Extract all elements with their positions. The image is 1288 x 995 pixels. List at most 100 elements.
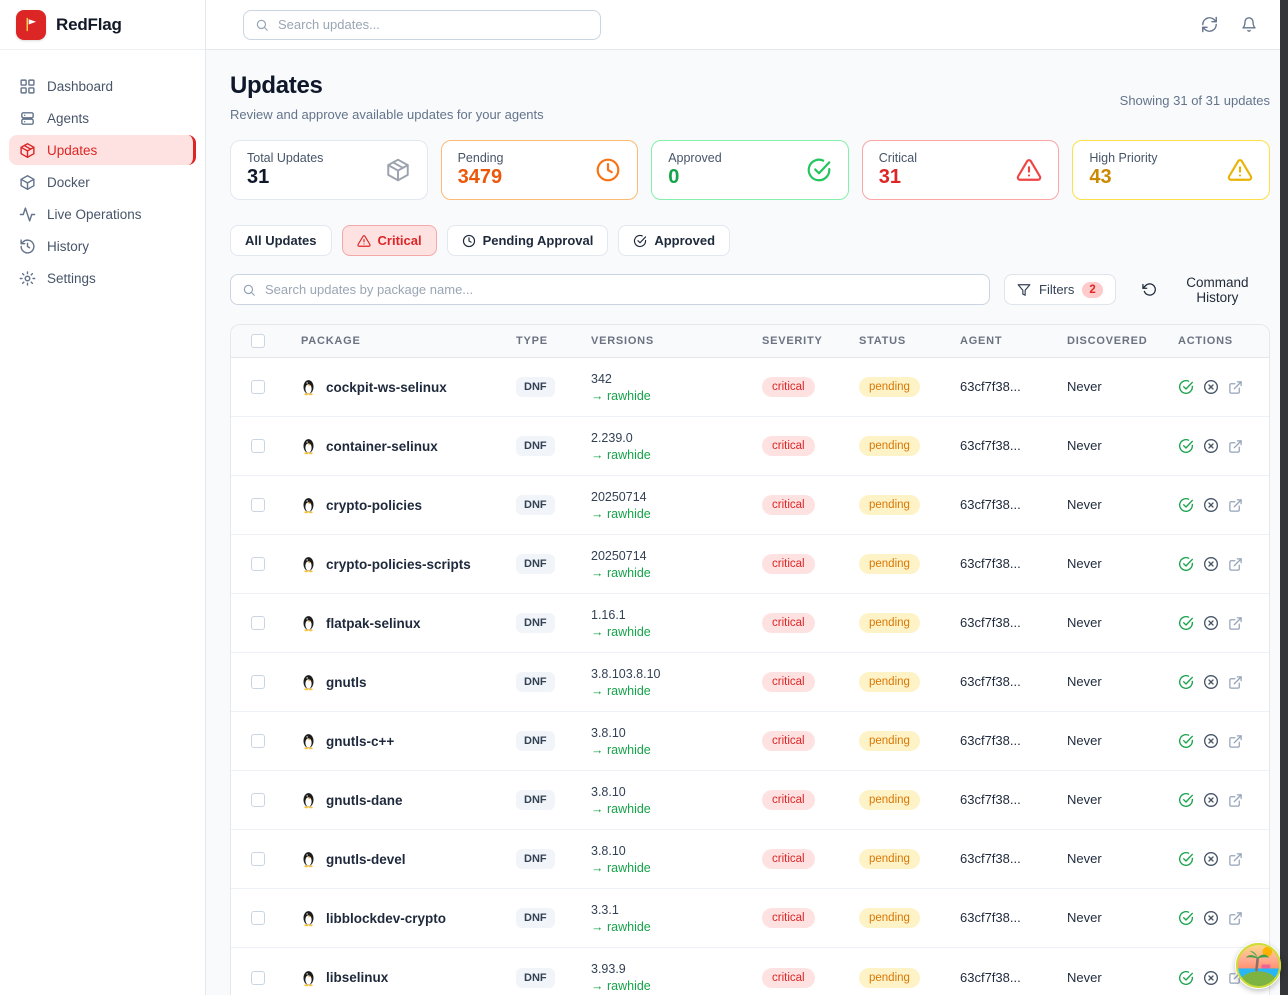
reject-button[interactable] bbox=[1203, 674, 1219, 690]
stat-card-total-updates: Total Updates 31 bbox=[230, 140, 428, 200]
package-search[interactable] bbox=[230, 274, 990, 305]
status-badge: pending bbox=[859, 731, 920, 751]
open-details-button[interactable] bbox=[1228, 852, 1243, 867]
version-target: → rawhide bbox=[591, 801, 651, 816]
command-history-label: Command History bbox=[1186, 274, 1249, 305]
row-checkbox[interactable] bbox=[251, 675, 265, 689]
sidebar-item-label: Dashboard bbox=[47, 78, 114, 94]
package-name: container-selinux bbox=[326, 438, 438, 454]
reject-button[interactable] bbox=[1203, 556, 1219, 572]
open-details-button[interactable] bbox=[1228, 380, 1243, 395]
open-details-button[interactable] bbox=[1228, 911, 1243, 926]
severity-badge: critical bbox=[762, 554, 815, 574]
approve-button[interactable] bbox=[1178, 910, 1194, 926]
open-details-button[interactable] bbox=[1228, 616, 1243, 631]
sidebar-item-docker[interactable]: Docker bbox=[9, 167, 196, 197]
type-badge: DNF bbox=[516, 377, 555, 397]
sidebar-item-agents[interactable]: Agents bbox=[9, 103, 196, 133]
approve-button[interactable] bbox=[1178, 851, 1194, 867]
type-badge: DNF bbox=[516, 436, 555, 456]
open-details-button[interactable] bbox=[1228, 793, 1243, 808]
version-current: 3.3.1 bbox=[591, 902, 619, 917]
open-details-button[interactable] bbox=[1228, 498, 1243, 513]
open-details-button[interactable] bbox=[1228, 557, 1243, 572]
tab-critical[interactable]: Critical bbox=[341, 225, 437, 256]
approve-button[interactable] bbox=[1178, 556, 1194, 572]
approve-button[interactable] bbox=[1178, 438, 1194, 454]
approve-button[interactable] bbox=[1178, 792, 1194, 808]
scrollbar[interactable] bbox=[1280, 0, 1288, 995]
clock-icon bbox=[595, 157, 621, 183]
stat-value: 31 bbox=[247, 166, 270, 188]
tab-label: Pending Approval bbox=[482, 233, 594, 248]
reject-button[interactable] bbox=[1203, 851, 1219, 867]
approve-button[interactable] bbox=[1178, 615, 1194, 631]
reject-button[interactable] bbox=[1203, 379, 1219, 395]
filters-button[interactable]: Filters 2 bbox=[1004, 274, 1116, 305]
notifications-button[interactable] bbox=[1241, 16, 1257, 33]
row-checkbox[interactable] bbox=[251, 911, 265, 925]
discovered-value: Never bbox=[1067, 674, 1102, 689]
sidebar-item-updates[interactable]: Updates bbox=[9, 135, 196, 165]
command-history-button[interactable]: Command History bbox=[1142, 275, 1270, 305]
row-checkbox[interactable] bbox=[251, 498, 265, 512]
package-search-input[interactable] bbox=[265, 282, 978, 297]
discovered-value: Never bbox=[1067, 615, 1102, 630]
row-checkbox[interactable] bbox=[251, 970, 265, 985]
reject-button[interactable] bbox=[1203, 910, 1219, 926]
col-versions: VERSIONS bbox=[591, 335, 655, 347]
sidebar-item-dashboard[interactable]: Dashboard bbox=[9, 71, 196, 101]
col-agent: AGENT bbox=[960, 335, 1003, 347]
reject-button[interactable] bbox=[1203, 497, 1219, 513]
penguin-icon bbox=[301, 969, 316, 987]
select-all-checkbox[interactable] bbox=[251, 334, 265, 348]
tab-all-updates[interactable]: All Updates bbox=[230, 225, 332, 256]
sidebar: RedFlag Dashboard Agents Updates Docker … bbox=[0, 0, 206, 995]
open-details-button[interactable] bbox=[1228, 734, 1243, 749]
severity-badge: critical bbox=[762, 967, 815, 988]
reject-button[interactable] bbox=[1203, 615, 1219, 631]
table-row: container-selinux DNF 2.239.0 → rawhide … bbox=[231, 417, 1269, 476]
reject-button[interactable] bbox=[1203, 438, 1219, 454]
version-current: 342 bbox=[591, 371, 612, 386]
row-checkbox[interactable] bbox=[251, 380, 265, 394]
sidebar-item-settings[interactable]: Settings bbox=[9, 263, 196, 293]
approve-button[interactable] bbox=[1178, 379, 1194, 395]
approve-button[interactable] bbox=[1178, 733, 1194, 749]
row-checkbox[interactable] bbox=[251, 439, 265, 453]
row-checkbox[interactable] bbox=[251, 852, 265, 866]
version-current: 3.93.9 bbox=[591, 962, 626, 976]
reject-x-circle-icon bbox=[1203, 970, 1219, 986]
row-checkbox[interactable] bbox=[251, 557, 265, 571]
open-details-button[interactable] bbox=[1228, 675, 1243, 690]
stat-value: 0 bbox=[668, 166, 680, 188]
tab-pending-approval[interactable]: Pending Approval bbox=[446, 225, 609, 256]
approve-check-circle-icon bbox=[1178, 497, 1194, 513]
penguin-icon bbox=[301, 378, 316, 396]
reject-button[interactable] bbox=[1203, 733, 1219, 749]
version-target: → rawhide bbox=[591, 979, 651, 993]
approve-button[interactable] bbox=[1178, 674, 1194, 690]
sidebar-item-live-operations[interactable]: Live Operations bbox=[9, 199, 196, 229]
reject-button[interactable] bbox=[1203, 792, 1219, 808]
tab-approved[interactable]: Approved bbox=[618, 225, 731, 256]
external-link-icon bbox=[1228, 793, 1243, 808]
approve-button[interactable] bbox=[1178, 497, 1194, 513]
reject-button[interactable] bbox=[1203, 970, 1219, 986]
version-current: 20250714 bbox=[591, 548, 647, 563]
refresh-button[interactable] bbox=[1201, 16, 1218, 33]
approve-button[interactable] bbox=[1178, 970, 1194, 986]
penguin-icon bbox=[301, 437, 316, 455]
global-search[interactable] bbox=[243, 9, 601, 40]
global-search-input[interactable] bbox=[278, 17, 589, 32]
row-checkbox[interactable] bbox=[251, 734, 265, 748]
open-details-button[interactable] bbox=[1228, 439, 1243, 454]
row-checkbox[interactable] bbox=[251, 793, 265, 807]
version-target: → rawhide bbox=[591, 447, 651, 462]
version-target: → rawhide bbox=[591, 742, 651, 757]
sidebar-item-history[interactable]: History bbox=[9, 231, 196, 261]
clock-icon bbox=[462, 234, 476, 248]
row-checkbox[interactable] bbox=[251, 616, 265, 630]
island-floating-button[interactable] bbox=[1235, 942, 1282, 989]
page-header: Updates Review and approve available upd… bbox=[230, 72, 1270, 122]
